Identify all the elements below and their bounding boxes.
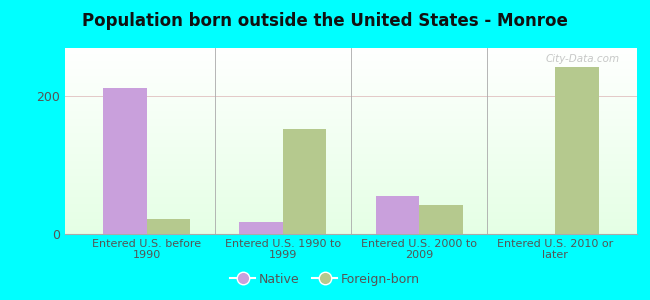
Bar xyxy=(239,222,283,234)
Legend: Native, Foreign-born: Native, Foreign-born xyxy=(225,268,425,291)
Bar xyxy=(283,129,326,234)
Bar xyxy=(419,205,463,234)
Text: Population born outside the United States - Monroe: Population born outside the United State… xyxy=(82,12,568,30)
Bar xyxy=(555,67,599,234)
Bar xyxy=(376,196,419,234)
Bar xyxy=(103,88,147,234)
Bar xyxy=(147,219,190,234)
Text: City-Data.com: City-Data.com xyxy=(546,54,620,64)
